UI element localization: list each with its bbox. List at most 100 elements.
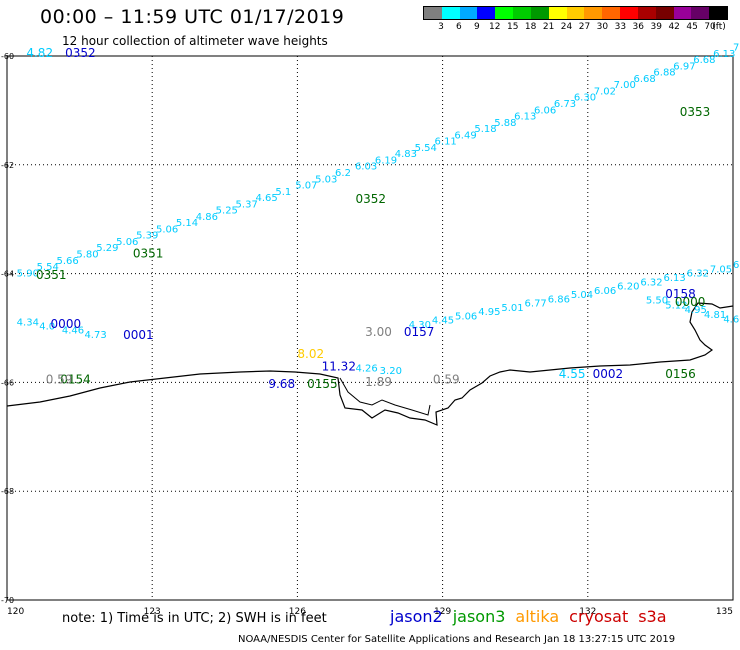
colorbar-label: (ft) (712, 22, 726, 32)
wave-height-value: 4.83 (395, 149, 417, 160)
map-label: 0000 (51, 317, 82, 331)
wave-height-value: 5.29 (96, 243, 118, 254)
wave-height-value: 4.95 (685, 305, 707, 316)
map-label: 0353 (680, 105, 711, 119)
colorbar-label: 36 (632, 22, 645, 32)
map-label: 11.32 (322, 359, 356, 373)
wave-height-value: 6.73 (554, 99, 576, 110)
colorbar-swatch (709, 7, 728, 19)
wave-height-value: 5.25 (216, 206, 238, 217)
footer-credit: NOAA/NESDIS Center for Satellite Applica… (238, 634, 676, 645)
wave-height-value: 6.97 (673, 61, 695, 72)
map-subtitle: 12 hour collection of altimeter wave hei… (62, 34, 328, 48)
colorbar-swatch (477, 7, 496, 19)
map-label: 0.59 (433, 372, 460, 386)
colorbar-swatch (548, 7, 567, 19)
wave-height-value: 5.14 (176, 218, 198, 229)
colorbar-swatch (530, 7, 549, 19)
wave-height-value: 6.06 (594, 286, 616, 297)
wave-height-value: 6.13 (514, 112, 536, 123)
wave-height-value: 6.11 (435, 137, 457, 148)
map-label: 0155 (307, 377, 338, 391)
map-label: 4.82 (26, 46, 53, 60)
lat-tick-label: -60 (1, 52, 14, 61)
lon-tick-label: 135 (716, 607, 733, 617)
lon-tick-label: 132 (579, 607, 596, 617)
map-label: 0352 (65, 46, 96, 60)
lat-tick-label: -70 (1, 596, 14, 605)
map-label: 0156 (665, 367, 696, 381)
colorbar-swatch (691, 7, 710, 19)
colorbar-labels: 3 6 9 12 15 18 21 24 27 30 33 36 39 42 45 70 (ft) (423, 22, 728, 34)
map-label: 1.89 (365, 375, 392, 389)
wave-height-value: 6.30 (574, 93, 596, 104)
map-label: 0002 (593, 367, 624, 381)
map-label: 0000 (675, 295, 706, 309)
map-title: 00:00 – 11:59 UTC 01/17/2019 (40, 6, 345, 28)
wave-height-value: 5.06 (116, 237, 138, 248)
colorbar-label: 9 (473, 22, 480, 32)
wave-height-value: 5.01 (501, 303, 523, 314)
map-label: 0154 (60, 372, 91, 386)
wave-height-value: 5.50 (646, 296, 668, 307)
colorbar-label: 70 (704, 22, 716, 32)
colorbar-label: 3 (438, 22, 444, 32)
wave-height-value: 6.20 (617, 282, 639, 293)
wave-height-value: 6.03 (355, 162, 377, 173)
colorbar-label: 30 (596, 22, 609, 32)
wave-height-value: 6.32 (640, 277, 662, 288)
map-label: 4.55 (559, 367, 586, 381)
wave-height-value: 4.86 (196, 212, 218, 223)
wave-height-value: 6.13 (664, 273, 686, 284)
wave-height-value: 5.04 (571, 290, 593, 301)
wave-height-value: 4.95 (478, 307, 500, 318)
wave-height-value: 5.07 (295, 181, 317, 192)
colorbar-swatch (424, 7, 442, 19)
wave-height-value: 5.39 (136, 231, 158, 242)
map-label: 0351 (36, 268, 67, 282)
lat-tick-label: -66 (1, 378, 14, 387)
colorbar-swatch (441, 7, 460, 19)
colorbar-label: 27 (578, 22, 591, 32)
wave-height-value: 7.00 (614, 80, 636, 91)
wave-height-value: 5.80 (76, 250, 98, 261)
wave-height-value: 6.06 (534, 105, 556, 116)
wave-height-value: 4.0 (39, 321, 55, 332)
wave-height-value: 7.02 (594, 86, 616, 97)
wave-height-value: 4.34 (17, 317, 39, 328)
colorbar-swatch (620, 7, 638, 19)
colorbar-label: 45 (686, 22, 698, 32)
wave-height-value: 5.03 (315, 174, 337, 185)
colorbar-swatch (602, 7, 621, 19)
coastline-inlet (339, 377, 431, 416)
wave-height-value: 4.30 (409, 320, 431, 331)
colorbar-swatch (513, 7, 531, 19)
colorbar-swatch (673, 7, 692, 19)
lon-tick-label: 120 (7, 607, 24, 617)
lat-tick-label: -64 (1, 270, 14, 279)
colorbar-swatch (495, 7, 514, 19)
legend-item: jason3 (452, 607, 506, 626)
wave-height-value: 7.1 (733, 43, 740, 54)
wave-height-value: 6.68 (634, 74, 656, 85)
wave-height-value: 5.54 (415, 143, 437, 154)
map-frame (6, 55, 734, 601)
colorbar-label: 6 (456, 22, 462, 32)
wave-height-value: 5.37 (236, 199, 258, 210)
colorbar-label: 18 (524, 22, 537, 32)
coastline (6, 302, 734, 426)
wave-height-value: 6.2 (335, 168, 351, 179)
wave-height-colorbar (423, 6, 728, 20)
wave-height-value: 4.73 (84, 330, 106, 341)
colorbar-label: 33 (614, 22, 627, 32)
map-label: 3.00 (365, 325, 392, 339)
colorbar-swatch (566, 7, 585, 19)
wave-height-value: 6.07 (733, 260, 740, 271)
lat-tick-label: -68 (1, 487, 14, 496)
colorbar-swatch (459, 7, 478, 19)
colorbar-label: 15 (506, 22, 519, 32)
wave-height-value: 6.88 (653, 68, 675, 79)
legend-item: s3a (638, 607, 667, 626)
wave-height-value: 5.18 (474, 124, 496, 135)
colorbar-label: 39 (650, 22, 662, 32)
